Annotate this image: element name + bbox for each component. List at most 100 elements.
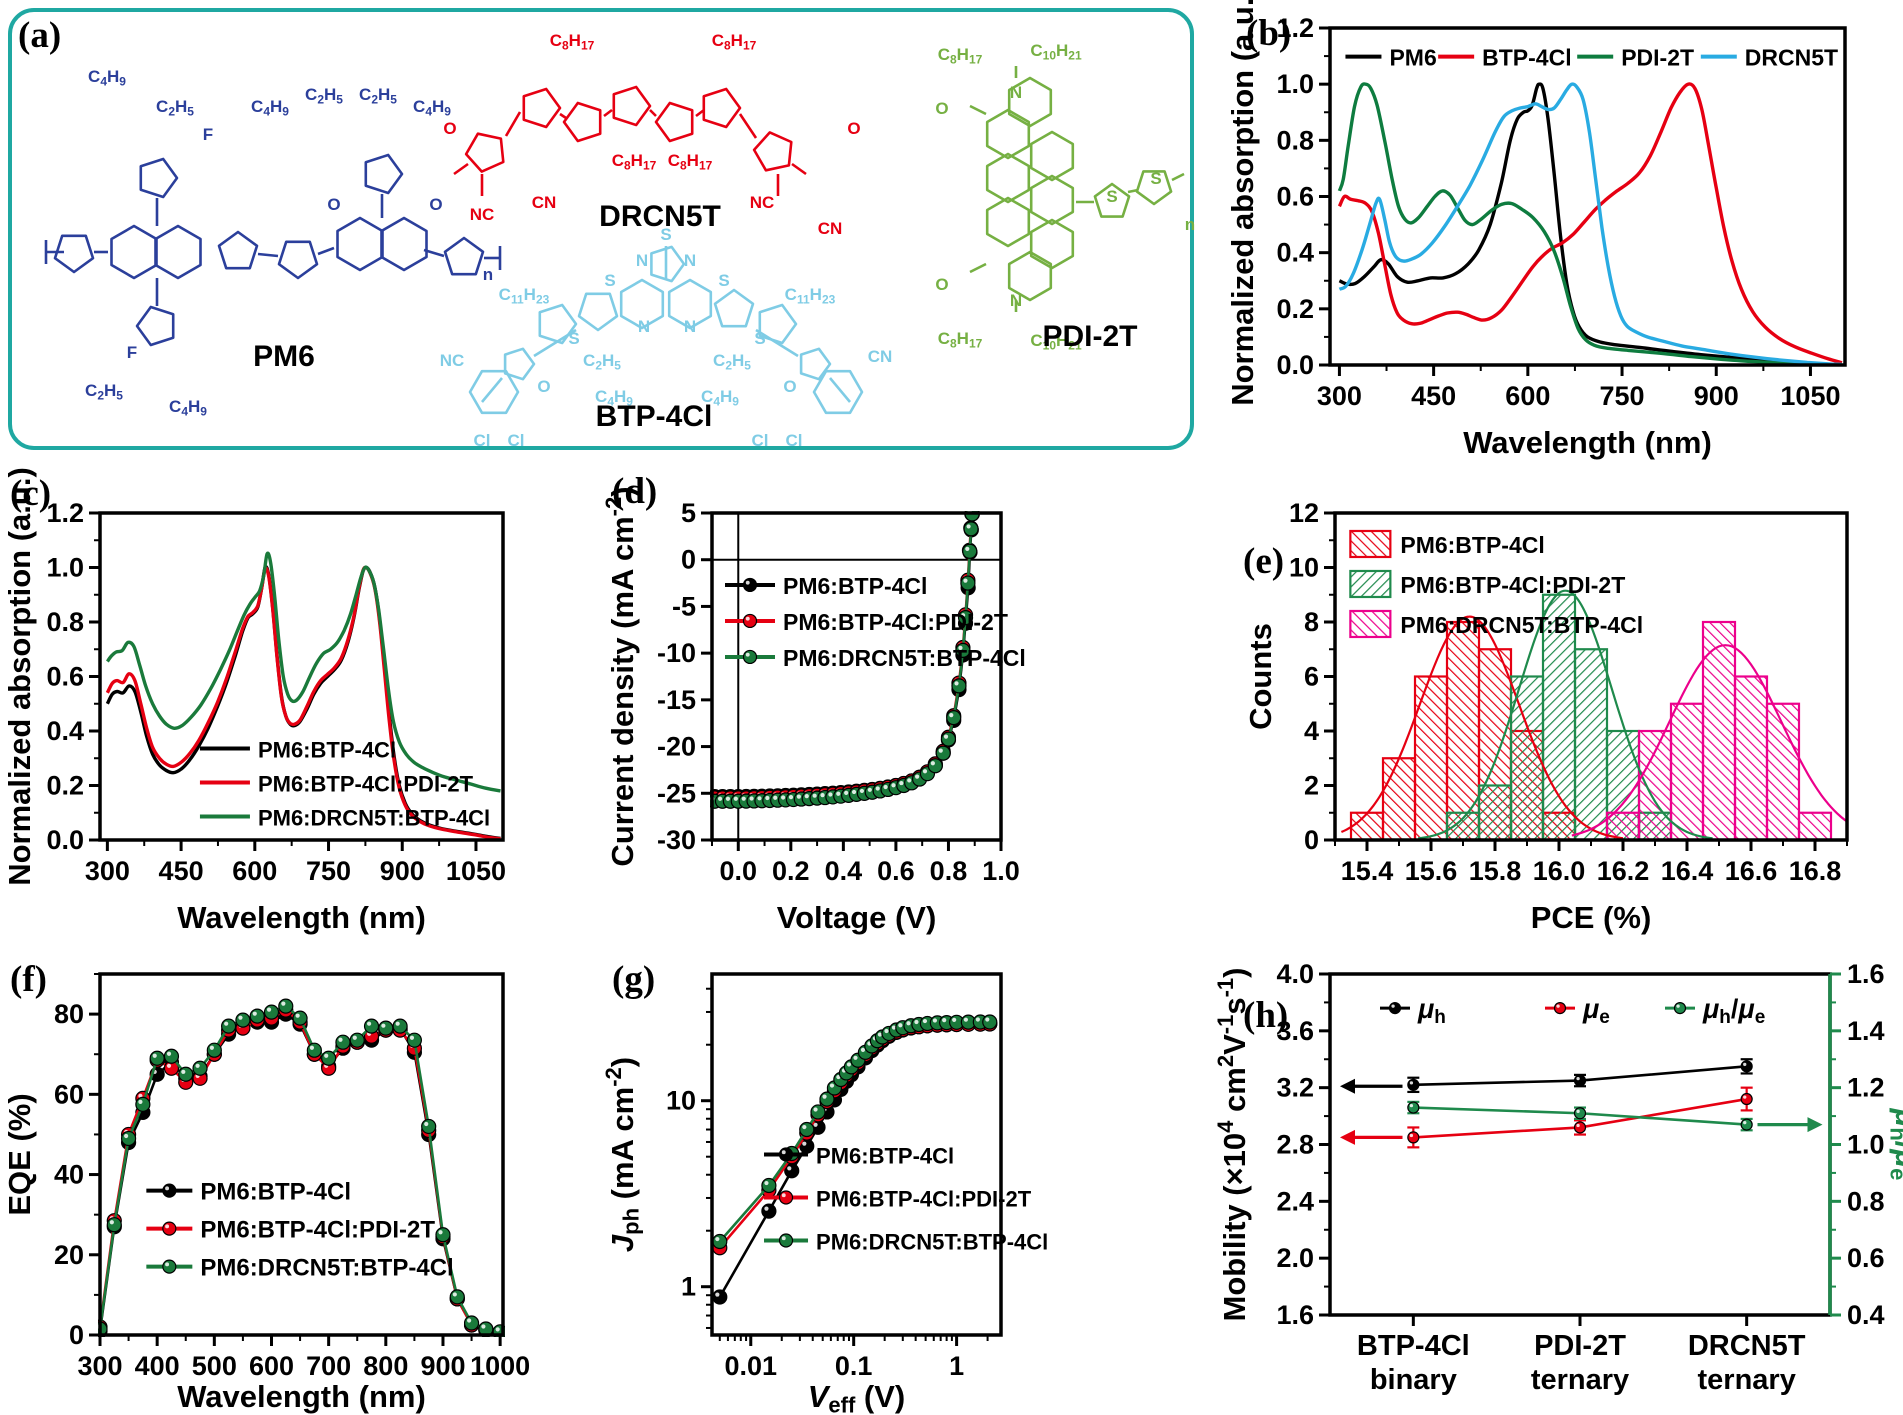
svg-text:1.0: 1.0 (1276, 69, 1314, 99)
svg-text:12: 12 (1289, 498, 1319, 528)
svg-text:C8H17: C8H17 (938, 329, 983, 350)
svg-text:O: O (537, 377, 550, 396)
svg-text:CN: CN (818, 219, 843, 238)
svg-text:S: S (660, 225, 671, 244)
svg-text:2: 2 (1304, 771, 1319, 801)
svg-text:0.4: 0.4 (1847, 1300, 1885, 1330)
chart-absorption-blends: 300 450 600 750 900 1050 0.0 0.2 0.4 0.6 0.8 1.0 1.2… (2, 467, 506, 935)
svg-text:N: N (636, 251, 648, 270)
svg-text:300: 300 (77, 1351, 122, 1381)
legend: PM6:BTP-4Cl PM6:BTP-4Cl:PDI-2T PM6:DRCN5T:… (764, 1144, 1048, 1255)
svg-text:10: 10 (666, 1086, 696, 1116)
svg-text:16.6: 16.6 (1725, 856, 1778, 886)
svg-text:PM6:BTP-4Cl: PM6:BTP-4Cl (258, 737, 396, 762)
svg-text:EQE (%): EQE (%) (2, 1093, 37, 1215)
svg-text:15.8: 15.8 (1469, 856, 1522, 886)
svg-text:C4H9: C4H9 (251, 97, 289, 118)
svg-text:μe: μe (1582, 994, 1610, 1028)
svg-text:0.2: 0.2 (46, 771, 84, 801)
series-*μ*_{e} (1407, 1086, 1753, 1149)
svg-text:-15: -15 (657, 685, 696, 715)
molecule-DRCN5T: C8H17 C8H17 C8H17 C8H17 O O NC CN NC CN DRCN5T (443, 31, 860, 238)
svg-text:C10H21: C10H21 (1030, 41, 1082, 62)
legend: PM6:BTP-4Cl PM6:BTP-4Cl:PDI-2T PM6:DRCN5T:… (725, 573, 1026, 671)
series-BTP-4Cl (1337, 82, 1843, 365)
svg-text:80: 80 (54, 999, 84, 1029)
svg-text:2.8: 2.8 (1276, 1130, 1314, 1160)
series-PM6:DRCN5T:BTP-4Cl (98, 998, 505, 1337)
svg-text:Current density (mA cm-2): Current density (mA cm-2) (601, 486, 640, 866)
svg-text:1: 1 (681, 1272, 696, 1302)
series-PM6:DRCN5T:BTP-4Cl (712, 1014, 998, 1250)
svg-text:O: O (847, 119, 860, 138)
svg-text:PM6:BTP-4Cl:PDI-2T: PM6:BTP-4Cl:PDI-2T (1400, 572, 1625, 598)
series-PM6:BTP-4Cl:PDI-2T (105, 565, 501, 841)
svg-text:20: 20 (54, 1240, 84, 1270)
svg-text:60: 60 (54, 1079, 84, 1109)
svg-text:O: O (327, 195, 340, 214)
svg-text:PM6:DRCN5T:BTP-4Cl: PM6:DRCN5T:BTP-4Cl (816, 1230, 1048, 1255)
svg-text:-25: -25 (657, 778, 696, 808)
chart-mobility: 1.6 2.0 2.4 2.8 3.2 3.6 4.0 0.4 0.6 0.8 1.0 1.2 1.4 1… (1213, 959, 1903, 1396)
svg-text:1050: 1050 (1780, 381, 1840, 411)
panel-label-b: (b) (1246, 13, 1292, 54)
svg-text:Normalized absorption (a.u.): Normalized absorption (a.u.) (2, 467, 37, 886)
panel-label-a: (a) (18, 15, 62, 56)
svg-text:O: O (935, 99, 948, 118)
svg-text:C4H9: C4H9 (88, 67, 126, 88)
svg-text:C4H9: C4H9 (595, 387, 633, 408)
axes: 300 450 600 750 900 1050 0.0 0.2 0.4 0.6 0.8 1.0 1.2… (1225, 0, 1847, 460)
svg-text:BTP-4Cl: BTP-4Cl (596, 400, 713, 433)
svg-text:PM6:BTP-4Cl: PM6:BTP-4Cl (816, 1144, 954, 1169)
svg-text:Cl: Cl (507, 431, 524, 450)
series-PM6:BTP-4Cl:PDI-2T (712, 1016, 998, 1256)
arrow-annotation (1757, 1117, 1823, 1133)
svg-text:450: 450 (159, 856, 204, 886)
series-DRCN5T (1338, 82, 1842, 367)
svg-text:-30: -30 (657, 825, 696, 855)
svg-text:0.0: 0.0 (719, 856, 757, 886)
svg-text:ternary: ternary (1698, 1364, 1796, 1396)
svg-text:DRCN5T: DRCN5T (1688, 1330, 1806, 1362)
svg-text:0.8: 0.8 (46, 607, 84, 637)
svg-text:1.4: 1.4 (1847, 1016, 1885, 1046)
svg-text:binary: binary (1370, 1364, 1457, 1396)
svg-text:n: n (483, 265, 493, 284)
series-group (1337, 82, 1843, 367)
svg-text:BTP-4Cl: BTP-4Cl (1357, 1330, 1470, 1362)
svg-text:Jph (mA cm-2): Jph (mA cm-2) (601, 1057, 643, 1252)
panel-label-d: (d) (612, 471, 658, 512)
svg-text:1.0: 1.0 (1847, 1130, 1885, 1160)
svg-text:700: 700 (306, 1351, 351, 1381)
svg-text:0: 0 (681, 545, 696, 575)
svg-text:0.6: 0.6 (46, 662, 84, 692)
svg-text:N: N (1010, 83, 1022, 102)
svg-text:BTP-4Cl: BTP-4Cl (1482, 45, 1571, 71)
svg-text:1.2: 1.2 (1276, 13, 1314, 43)
svg-text:PM6:BTP-4Cl: PM6:BTP-4Cl (200, 1179, 351, 1206)
svg-text:C8H17: C8H17 (550, 31, 595, 52)
svg-text:3.6: 3.6 (1276, 1016, 1314, 1046)
hist-PM6:DRCN5T:BTP-4Cl (1605, 620, 1833, 842)
svg-text:Cl: Cl (751, 431, 768, 450)
svg-text:1050: 1050 (446, 856, 506, 886)
series-group (105, 551, 501, 841)
svg-text:C4H9: C4H9 (701, 387, 739, 408)
svg-text:750: 750 (1600, 381, 1645, 411)
svg-text:CN: CN (868, 347, 893, 366)
svg-text:C8H17: C8H17 (712, 31, 757, 52)
svg-text:0.4: 0.4 (46, 716, 84, 746)
svg-text:0.8: 0.8 (1847, 1186, 1885, 1216)
svg-text:μh: μh (1417, 994, 1446, 1028)
svg-text:5: 5 (681, 498, 696, 528)
series-group (98, 998, 505, 1337)
svg-text:O: O (935, 275, 948, 294)
svg-text:6: 6 (1304, 662, 1319, 692)
axes: 300 450 600 750 900 1050 0.0 0.2 0.4 0.6 0.8 1.0 1.2… (2, 467, 506, 935)
svg-text:750: 750 (306, 856, 351, 886)
svg-text:C11H23: C11H23 (499, 285, 550, 306)
svg-text:S: S (568, 329, 579, 348)
svg-text:300: 300 (1317, 381, 1362, 411)
panel-label-c: (c) (10, 473, 52, 514)
